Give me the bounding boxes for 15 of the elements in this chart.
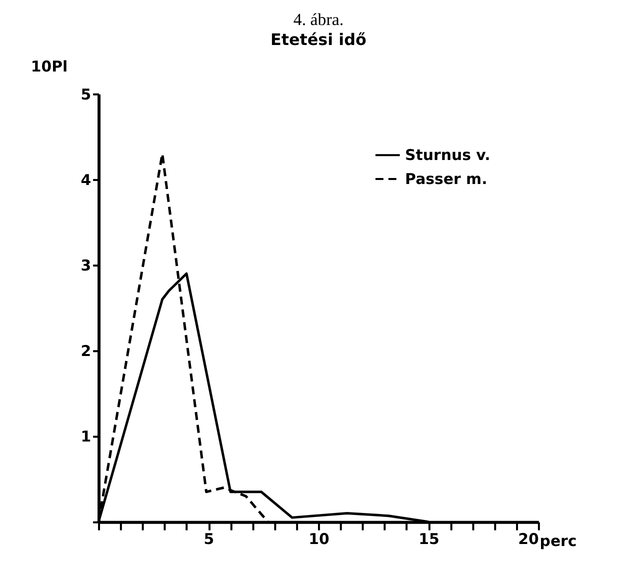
y-tick-label: 4 <box>80 170 92 189</box>
legend-label: Sturnus v. <box>405 146 490 164</box>
x-axis-title: perc <box>540 532 577 550</box>
x-tick-label: 20 <box>518 530 539 548</box>
x-tick-label: 10 <box>308 530 330 548</box>
y-tick-label: 3 <box>80 256 92 275</box>
y-tick-label: 1 <box>80 428 92 446</box>
chart-subtitle: Etetési idő <box>270 30 366 50</box>
x-tick-label: 15 <box>418 530 440 548</box>
x-tick-label: 5 <box>204 530 214 548</box>
chart-title: 4. ábra. <box>293 10 344 30</box>
y-tick-label: 5 <box>80 85 92 104</box>
y-axis-title: 10Pl <box>30 58 68 76</box>
legend-label: Passer m. <box>405 170 488 188</box>
y-tick-label: 2 <box>80 342 92 360</box>
